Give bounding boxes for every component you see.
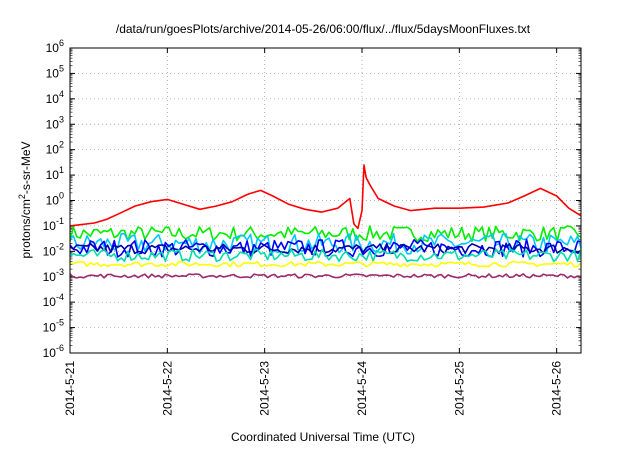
y-tick-label: 102 bbox=[46, 140, 64, 157]
y-tick-label: 101 bbox=[46, 165, 64, 182]
y-axis-label: protons/cm2-s-sr-MeV bbox=[17, 141, 33, 258]
chart-title: /data/run/goesPlots/archive/2014-05-26/0… bbox=[116, 22, 531, 36]
y-tick-labels: 10-6 10-5 10-4 10-3 10-2 10-1 100 101 102 103 104 1… bbox=[43, 38, 64, 360]
plot-frame bbox=[69, 47, 582, 354]
series-line-2 bbox=[69, 225, 582, 242]
series-line-8 bbox=[69, 273, 582, 279]
y-tick-label: 103 bbox=[46, 114, 64, 131]
x-tick-label: 2014-5-22 bbox=[160, 361, 174, 416]
x-tick-labels: 2014-5-21 2014-5-22 2014-5-23 2014-5-24 2014… bbox=[63, 361, 564, 416]
y-tick-label: 104 bbox=[46, 89, 64, 106]
y-tick-label: 105 bbox=[46, 63, 64, 80]
x-tick-label: 2014-5-23 bbox=[258, 361, 272, 416]
x-tick-label: 2014-5-21 bbox=[63, 361, 77, 416]
x-tick-label: 2014-5-25 bbox=[452, 361, 466, 416]
series-layer bbox=[69, 164, 582, 279]
y-tick-label: 106 bbox=[46, 38, 64, 55]
x-axis-label: Coordinated Universal Time (UTC) bbox=[231, 430, 415, 444]
series-line-6 bbox=[69, 248, 582, 263]
y-tick-label: 10-6 bbox=[43, 343, 64, 360]
x-tick-label: 2014-5-24 bbox=[355, 361, 369, 416]
series-line-7 bbox=[69, 260, 582, 268]
y-tick-label: 100 bbox=[46, 191, 64, 208]
series-line-1 bbox=[69, 164, 582, 230]
y-tick-label: 10-5 bbox=[43, 318, 64, 335]
y-tick-label: 10-2 bbox=[43, 241, 64, 258]
y-tick-label: 10-1 bbox=[43, 216, 64, 233]
y-tick-label: 10-4 bbox=[43, 292, 64, 309]
y-tick-label: 10-3 bbox=[43, 267, 64, 284]
grid-layer bbox=[69, 47, 581, 354]
x-tick-label: 2014-5-26 bbox=[550, 361, 564, 416]
